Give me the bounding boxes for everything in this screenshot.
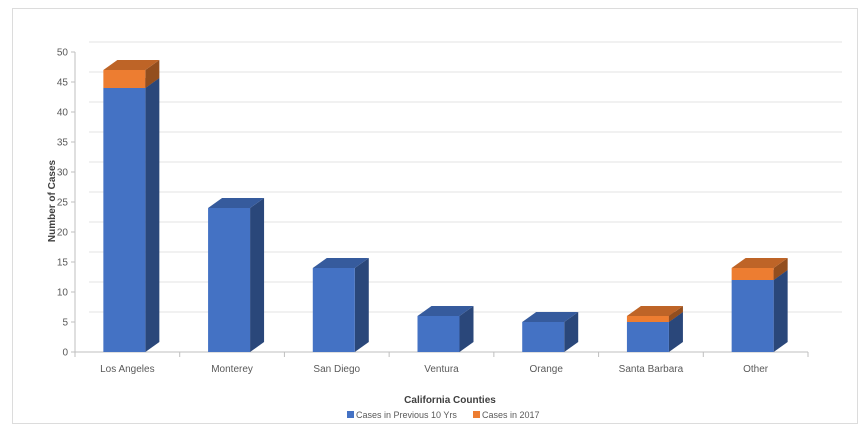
bar-previous-10-yrs (522, 322, 565, 352)
stacked-3d-bar-chart: 0 5 10 15 20 25 30 35 40 45 50 Los Angeles Monterey S… (47, 41, 842, 420)
bar-previous-10-yrs (103, 88, 146, 352)
x-tick-label: San Diego (313, 364, 360, 375)
bar-stack (626, 306, 683, 352)
bar-stack (312, 258, 369, 352)
legend-label: Cases in Previous 10 Yrs (356, 410, 457, 420)
bar-stack (208, 198, 265, 352)
bar-previous-10-yrs-top (312, 258, 369, 268)
bar-previous-10-yrs (208, 208, 251, 352)
bar-2017-side (668, 306, 683, 322)
bar-previous-10-yrs-side (250, 198, 265, 352)
bar-2017 (731, 268, 774, 280)
x-tick-label: Ventura (424, 364, 459, 375)
bar-2017-top (731, 258, 788, 268)
bar-stack (417, 306, 474, 352)
bar-previous-10-yrs (312, 268, 355, 352)
y-tick-label: 5 (62, 318, 68, 329)
bar-stack (103, 60, 160, 352)
x-tick-label: Santa Barbara (619, 364, 684, 375)
bar-previous-10-yrs-side (668, 312, 683, 352)
y-tick-label: 50 (57, 48, 69, 59)
bar-previous-10-yrs (731, 280, 774, 352)
y-tick-label: 35 (57, 138, 69, 149)
bar-2017-top (626, 306, 683, 316)
bar-2017-side (773, 258, 788, 280)
bar-2017 (103, 70, 146, 88)
bar-2017-side (145, 60, 160, 88)
bar-previous-10-yrs-side (145, 78, 160, 352)
bar-2017-top (103, 60, 160, 70)
x-tick-label: Orange (530, 364, 564, 375)
y-tick-label: 20 (57, 228, 69, 239)
bar-previous-10-yrs-side (459, 306, 474, 352)
bar-stack (522, 312, 579, 352)
y-tick-label: 45 (57, 78, 69, 89)
y-tick-label: 40 (57, 108, 69, 119)
bar-previous-10-yrs-top (208, 198, 265, 208)
legend-swatch (347, 411, 354, 418)
x-tick-label: Los Angeles (100, 364, 155, 375)
y-tick-label: 15 (57, 258, 69, 269)
legend-label: Cases in 2017 (482, 410, 540, 420)
bar-previous-10-yrs (626, 322, 669, 352)
x-tick-label: Monterey (211, 364, 253, 375)
x-axis-title: California Counties (404, 395, 496, 406)
y-axis-title: Number of Cases (47, 159, 58, 242)
gridlines (89, 41, 842, 313)
legend: Cases in Previous 10 Yrs Cases in 2017 (347, 410, 540, 420)
bar-previous-10-yrs (417, 316, 460, 352)
y-tick-label: 10 (57, 288, 69, 299)
y-tick-label: 30 (57, 168, 69, 179)
y-tick-label: 0 (62, 348, 68, 359)
bar-stack (731, 258, 788, 352)
chart-area: 0 5 10 15 20 25 30 35 40 45 50 Los Angeles Monterey S… (12, 8, 858, 424)
bars (103, 60, 788, 352)
bar-previous-10-yrs-side (564, 312, 579, 352)
legend-swatch (473, 411, 480, 418)
y-tick-label: 25 (57, 198, 69, 209)
bar-2017 (626, 316, 669, 322)
x-tick-label: Other (743, 364, 769, 375)
bar-previous-10-yrs-side (354, 258, 369, 352)
bar-previous-10-yrs-top (417, 306, 474, 316)
bar-previous-10-yrs-side (773, 270, 788, 352)
axis-labels: 0 5 10 15 20 25 30 35 40 45 50 Los Angeles Monterey S… (57, 48, 769, 376)
bar-previous-10-yrs-top (522, 312, 579, 322)
